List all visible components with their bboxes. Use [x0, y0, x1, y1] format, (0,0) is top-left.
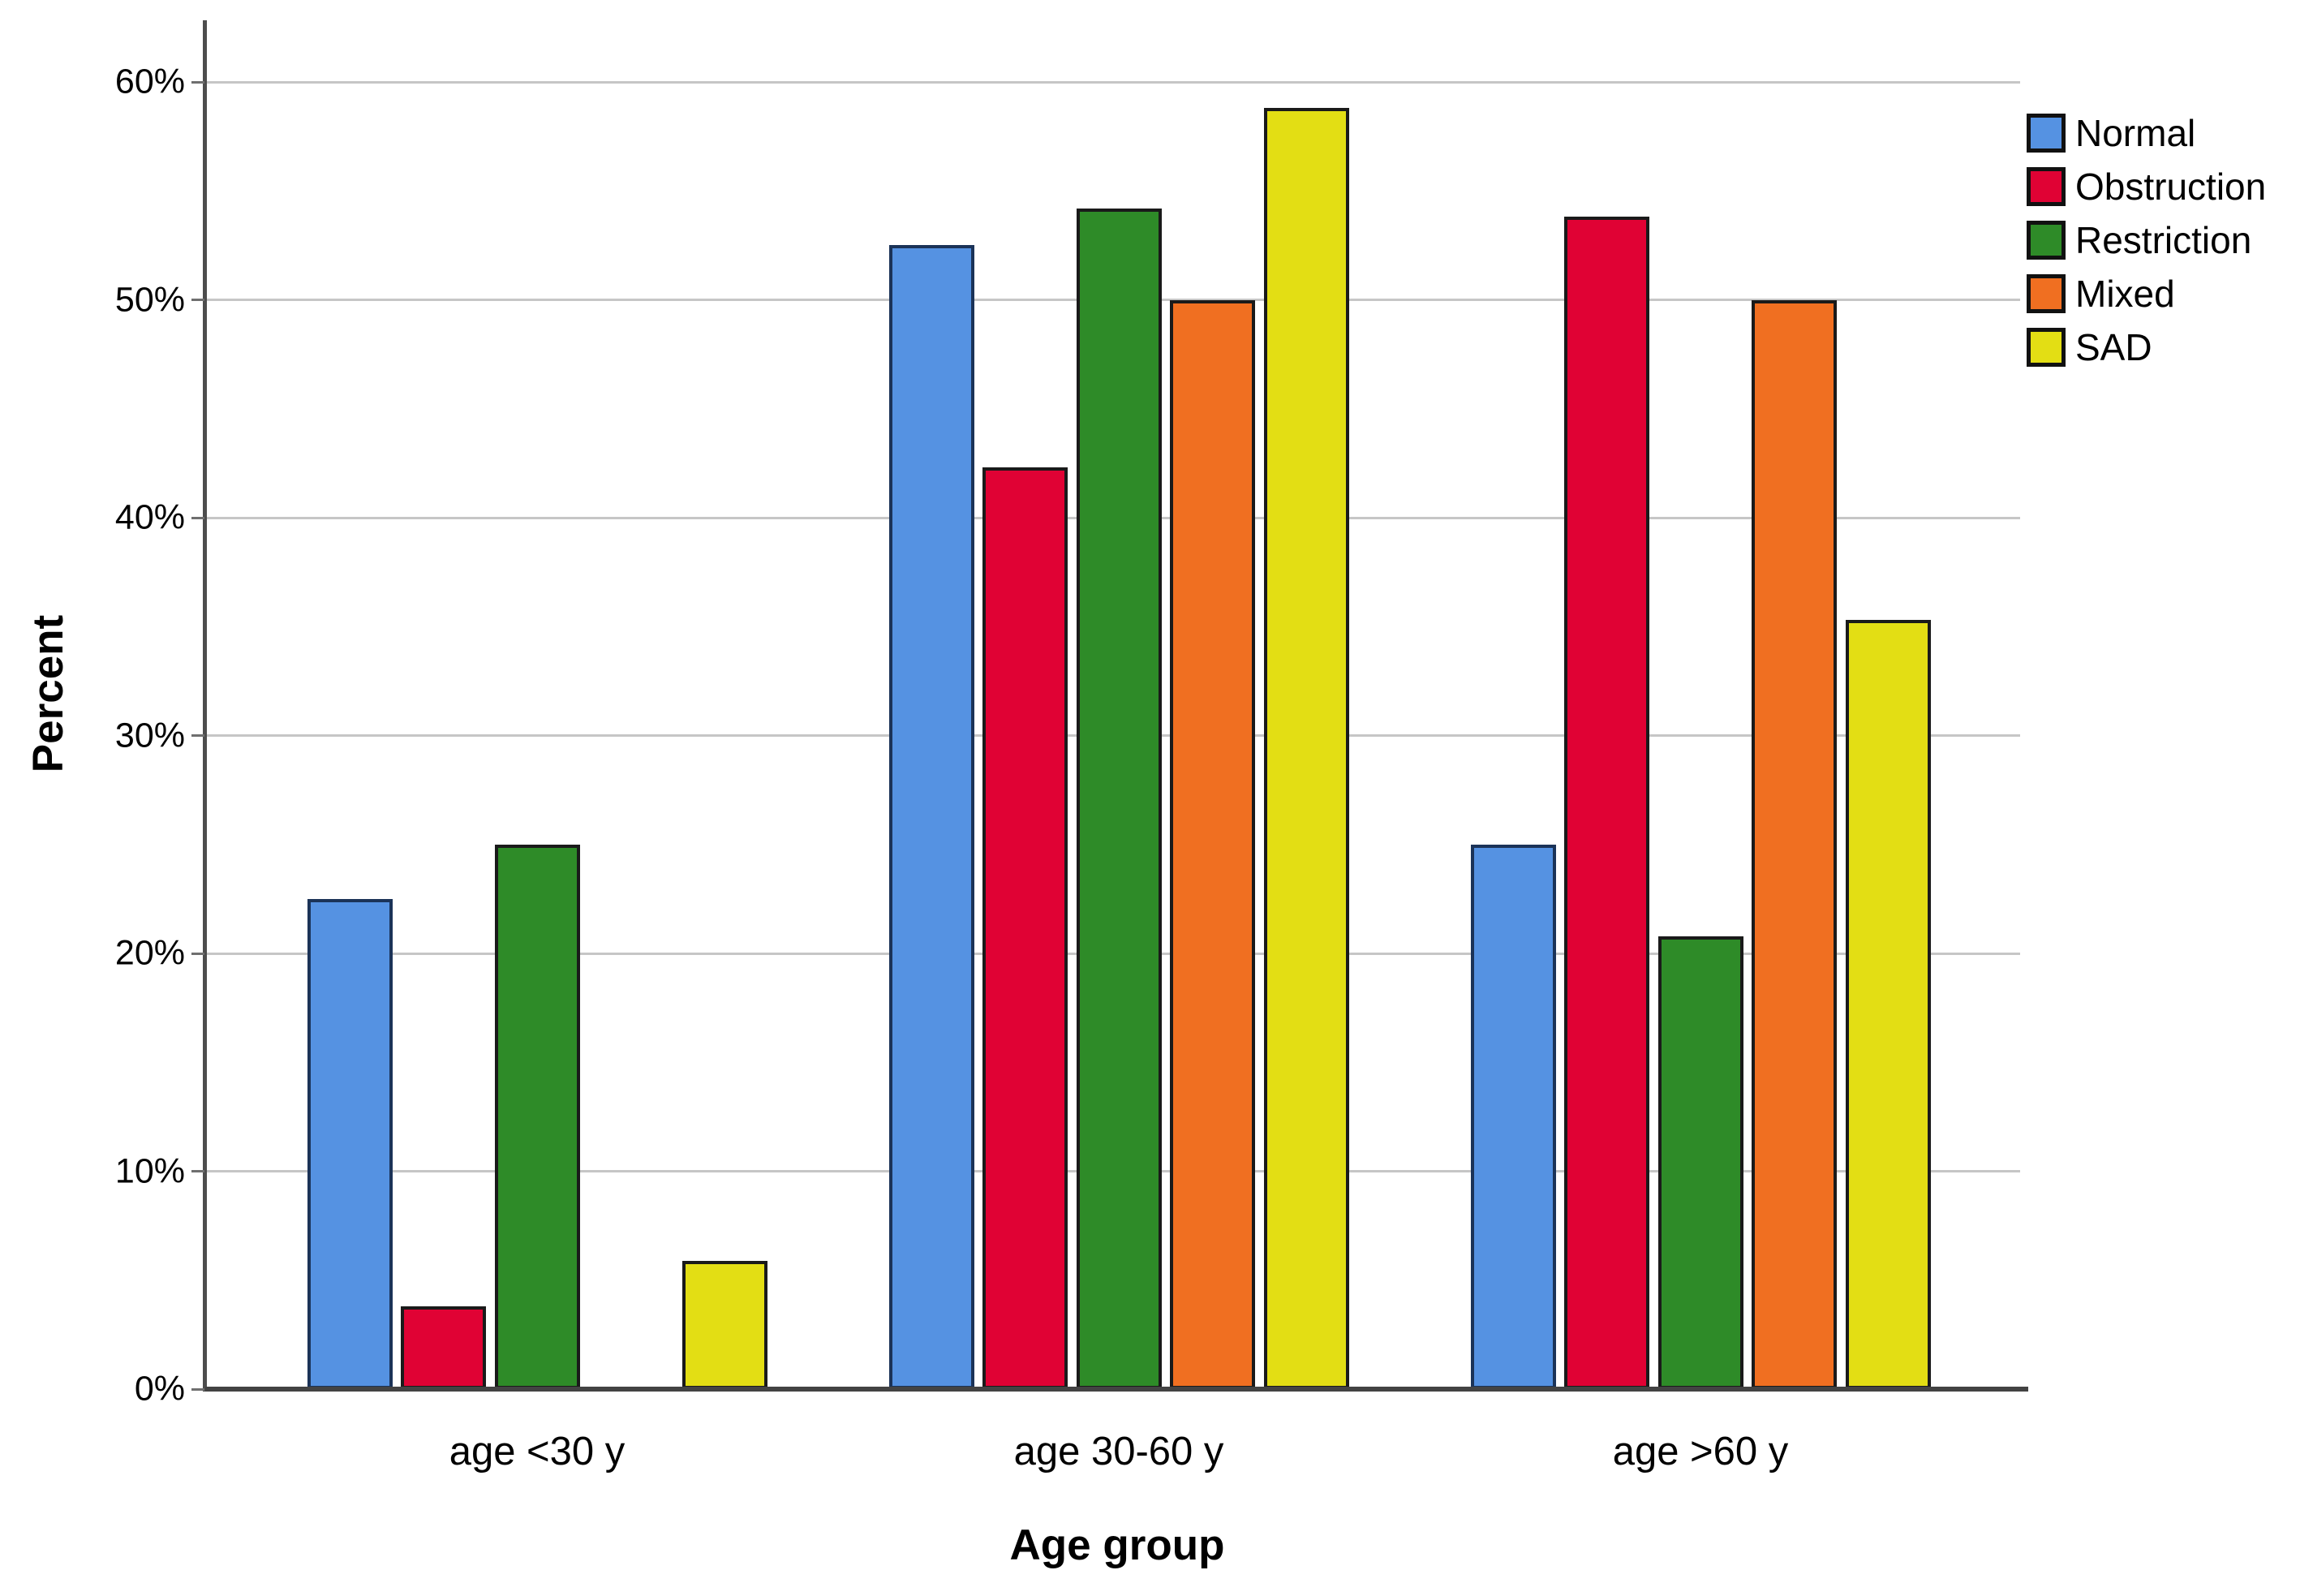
bar-restriction-group3: [1657, 936, 1743, 1389]
y-tick-0: [191, 1387, 204, 1391]
y-tick-label-60: 60%: [114, 62, 185, 101]
bar-obstruction-group2: [982, 467, 1068, 1389]
y-tick-label-30: 30%: [114, 716, 185, 755]
y-tick-10: [191, 1170, 204, 1172]
y-axis-title: Percent: [24, 614, 72, 773]
y-tick-50: [191, 299, 204, 301]
y-tick-label-50: 50%: [114, 280, 185, 319]
legend-item-mixed: Mixed: [2027, 274, 2266, 313]
y-tick-60: [191, 80, 204, 84]
bar-restriction-group1: [494, 844, 580, 1389]
bar-obstruction-group1: [401, 1306, 486, 1389]
x-axis-title: Age group: [1009, 1521, 1225, 1569]
y-tick-30: [191, 734, 204, 737]
legend-swatch-normal: [2027, 114, 2066, 153]
legend-label-normal: Normal: [2075, 112, 2196, 154]
bar-normal-group3: [1470, 844, 1556, 1389]
legend-label-obstruction: Obstruction: [2075, 166, 2267, 208]
bar-mixed-group2: [1170, 299, 1255, 1389]
legend-item-restriction: Restriction: [2027, 221, 2266, 260]
bar-normal-group1: [307, 898, 393, 1389]
x-axis-line: [205, 1387, 2028, 1392]
y-tick-20: [191, 952, 204, 955]
y-tick-label-40: 40%: [114, 497, 185, 537]
x-tick-label-group2: age 30-60 y: [1013, 1430, 1224, 1473]
x-tick-label-group1: age <30 y: [449, 1430, 626, 1473]
legend-swatch-restriction: [2027, 221, 2066, 260]
legend-swatch-obstruction: [2027, 167, 2066, 206]
y-axis-line: [203, 20, 207, 1392]
y-tick-label-0: 0%: [134, 1369, 185, 1409]
legend-label-restriction: Restriction: [2075, 219, 2252, 261]
legend-item-obstruction: Obstruction: [2027, 167, 2266, 206]
bar-normal-group2: [888, 245, 974, 1389]
plot-area: [207, 80, 2028, 1389]
x-tick-label-group3: age >60 y: [1612, 1430, 1789, 1473]
legend-item-sad: SAD: [2027, 328, 2266, 367]
legend-label-mixed: Mixed: [2075, 273, 2175, 315]
legend: Normal Obstruction Restriction Mixed SAD: [2027, 114, 2266, 367]
legend-item-normal: Normal: [2027, 114, 2266, 153]
bar-obstruction-group3: [1564, 217, 1649, 1389]
gridline-60: [207, 80, 2020, 84]
legend-label-sad: SAD: [2075, 326, 2152, 368]
bar-mixed-group3: [1752, 299, 1837, 1389]
y-tick-label-20: 20%: [114, 933, 185, 973]
y-tick-40: [191, 516, 204, 519]
legend-swatch-sad: [2027, 328, 2066, 367]
y-tick-label-10: 10%: [114, 1151, 185, 1190]
bar-restriction-group2: [1076, 208, 1162, 1389]
bar-sad-group3: [1845, 620, 1931, 1389]
bar-sad-group1: [681, 1260, 767, 1389]
legend-swatch-mixed: [2027, 274, 2066, 313]
bar-sad-group2: [1263, 108, 1349, 1389]
